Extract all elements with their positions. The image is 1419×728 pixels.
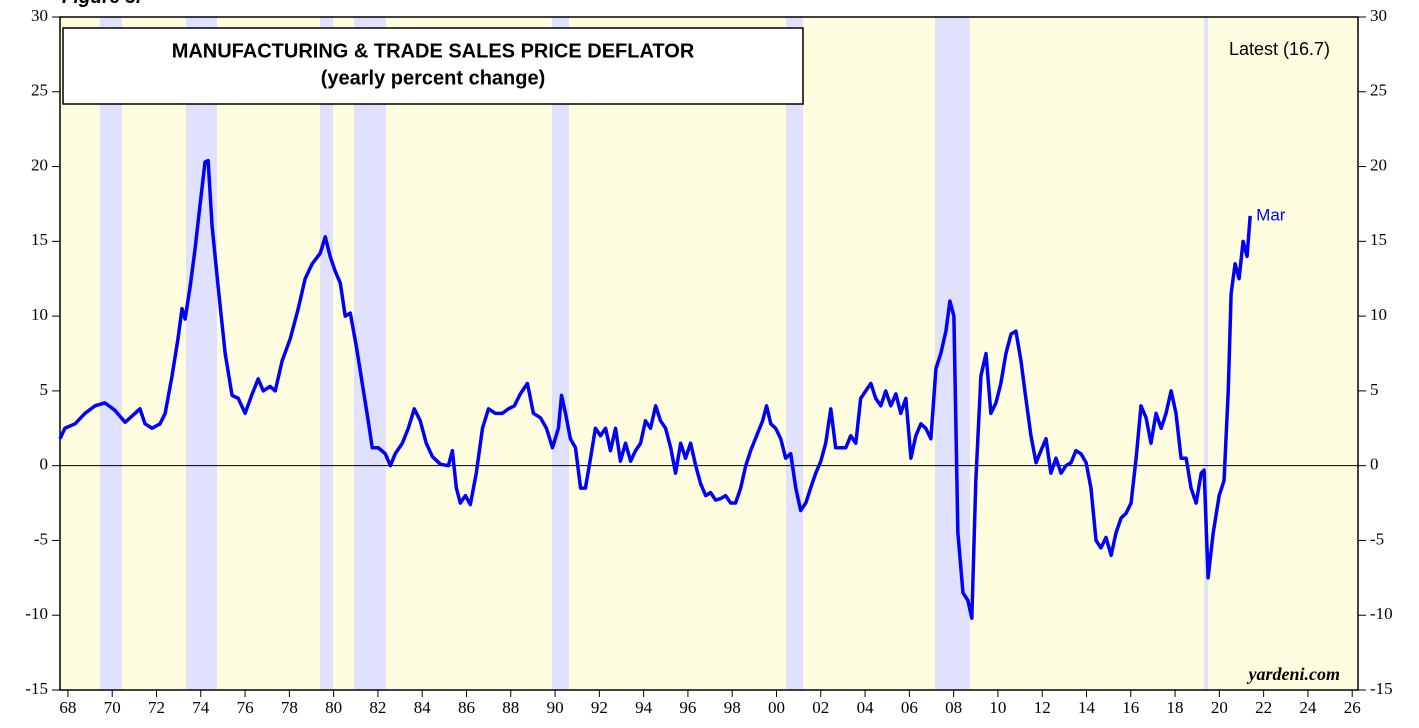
x-tick-label: 86: [458, 698, 475, 717]
x-tick-label: 20: [1211, 698, 1228, 717]
recession-band: [552, 17, 570, 690]
y2-tick-label: -5: [1370, 529, 1384, 548]
y2-tick-label: -10: [1370, 604, 1393, 623]
x-tick-label: 88: [502, 698, 519, 717]
x-tick-label: 94: [635, 698, 653, 717]
x-tick-label: 74: [192, 698, 210, 717]
y-tick-label: -15: [25, 679, 48, 698]
y-tick-label: -5: [34, 529, 48, 548]
end-annotation: Mar: [1256, 205, 1286, 224]
y2-tick-label: 30: [1370, 6, 1387, 25]
y-tick-label: 20: [31, 155, 48, 174]
y-tick-label: 15: [31, 230, 48, 249]
figure-label: Figure 3.: [62, 0, 141, 8]
recession-band: [185, 17, 217, 690]
x-tick-label: 26: [1344, 698, 1361, 717]
x-tick-label: 18: [1167, 698, 1184, 717]
x-tick-label: 12: [1034, 698, 1051, 717]
x-tick-label: 80: [325, 698, 342, 717]
recession-band: [786, 17, 804, 690]
chart-title: MANUFACTURING & TRADE SALES PRICE DEFLAT…: [172, 40, 695, 62]
x-tick-label: 90: [547, 698, 564, 717]
y2-tick-label: 25: [1370, 81, 1387, 100]
y-tick-label: 10: [31, 305, 48, 324]
marks: Mar: [58, 158, 1286, 620]
x-tick-label: 14: [1078, 698, 1096, 717]
x-tick-label: 92: [591, 698, 608, 717]
x-tick-label: 24: [1299, 698, 1317, 717]
x-tick-label: 06: [901, 698, 918, 717]
y-tick-label: -10: [25, 604, 48, 623]
y2-tick-label: 10: [1370, 305, 1387, 324]
x-tick-label: 96: [679, 698, 696, 717]
x-tick-label: 10: [989, 698, 1006, 717]
title-box: [62, 27, 804, 105]
plot-background: [60, 17, 1358, 690]
x-tick-label: 70: [104, 698, 121, 717]
recession-band: [1204, 17, 1209, 690]
recession-band: [354, 17, 386, 690]
x-tick-label: 78: [281, 698, 298, 717]
x-tick-label: 84: [414, 698, 432, 717]
x-tick-label: 08: [945, 698, 962, 717]
x-tick-label: 98: [724, 698, 741, 717]
y2-tick-label: 5: [1370, 380, 1379, 399]
x-tick-label: 68: [59, 698, 76, 717]
x-tick-label: 82: [369, 698, 386, 717]
x-tick-label: 02: [812, 698, 829, 717]
x-tick-label: 72: [148, 698, 165, 717]
chart-subtitle: (yearly percent change): [321, 67, 546, 89]
x-tick-label: 04: [857, 698, 875, 717]
y2-tick-label: 20: [1370, 155, 1387, 174]
data-line: [58, 158, 1252, 620]
x-tick-label: 00: [768, 698, 785, 717]
y-tick-label: 25: [31, 81, 48, 100]
source: yardeni.com: [1247, 664, 1341, 684]
x-tick-label: 22: [1255, 698, 1272, 717]
y2-tick-label: 15: [1370, 230, 1387, 249]
plot-frame: [59, 16, 1359, 691]
y2-tick-label: 0: [1370, 455, 1379, 474]
y2-tick-label: -15: [1370, 679, 1393, 698]
recession-band: [99, 17, 122, 690]
x-tick-label: 16: [1122, 698, 1139, 717]
x-tick-label: 76: [237, 698, 254, 717]
y-tick-label: 5: [40, 380, 49, 399]
y-tick-label: 30: [31, 6, 48, 25]
y-tick-label: 0: [40, 455, 49, 474]
recession-band: [319, 17, 334, 690]
latest-annotation: Latest (16.7): [1229, 39, 1330, 59]
